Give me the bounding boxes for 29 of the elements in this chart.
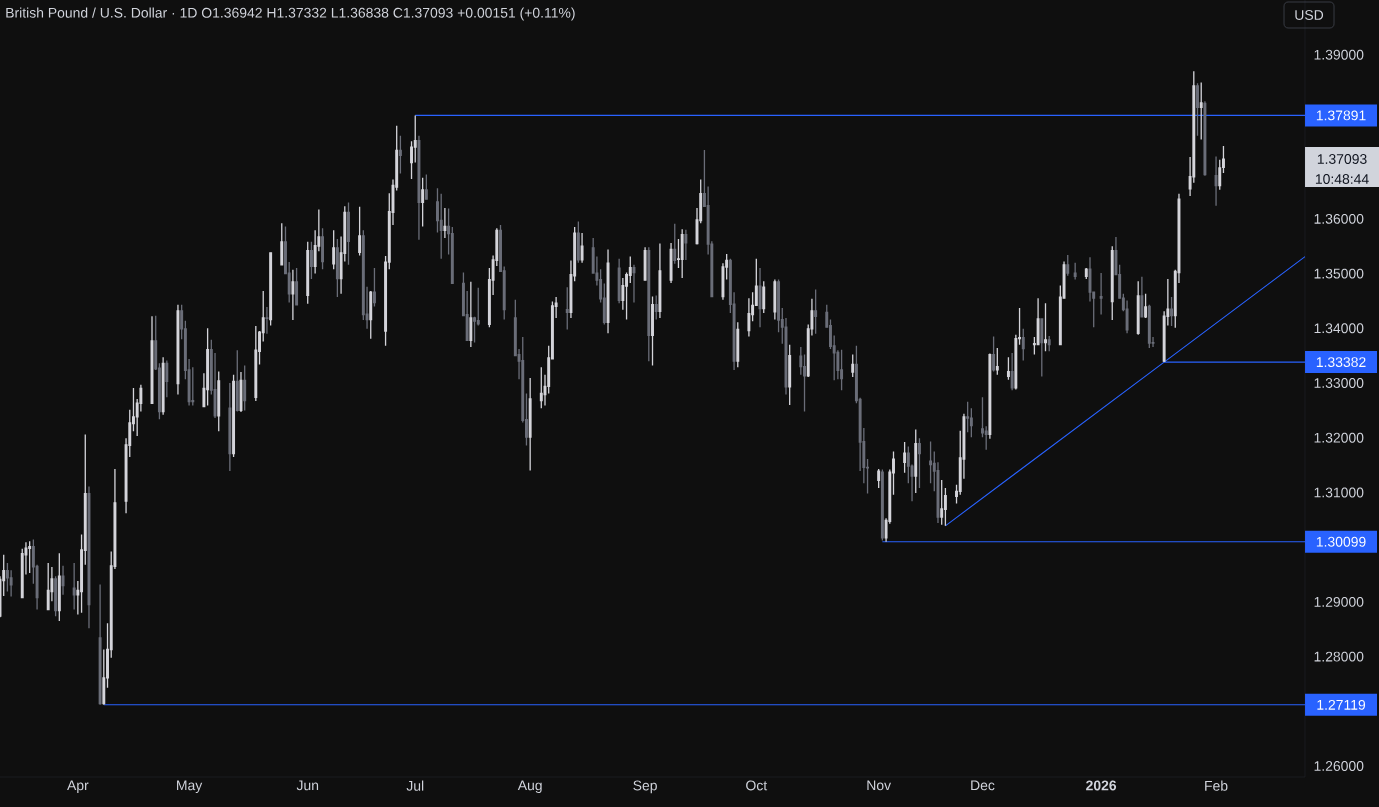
y-tick-label: 1.29000 [1314, 596, 1364, 607]
y-tick-label: 1.34000 [1314, 323, 1364, 334]
x-tick-label: Jul [406, 780, 424, 791]
text: British Pound / U.S. Dollar · 1D O1.36942 H1.37332 L1.36838 C1.37093 +0.00151 (+0.11%) [6, 7, 575, 21]
x-tick-label: Oct [746, 780, 768, 791]
text: 10:48:44 [1315, 174, 1369, 184]
x-tick-label: Sep [633, 780, 657, 794]
y-tick-label: 1.35000 [1314, 268, 1364, 279]
y-tick-label: 1.33000 [1314, 378, 1364, 388]
x-tick-label: Jun [296, 780, 319, 791]
x-tick-label: Dec [971, 780, 995, 791]
text: 1.37093 [1317, 154, 1367, 164]
y-tick-label: 1.28000 [1314, 651, 1364, 662]
y-tick-label: 1.31000 [1314, 487, 1364, 498]
data-label: 1.27119 [1317, 699, 1366, 710]
x-tick-label: Aug [517, 780, 542, 794]
x-tick-label: 2026 [1086, 780, 1117, 791]
x-tick-label: Feb [1205, 780, 1228, 791]
x-tick-label: Apr [67, 780, 89, 794]
data-label: 1.30099 [1316, 536, 1366, 547]
y-tick-label: 1.39000 [1314, 49, 1364, 60]
data-label: 1.37891 [1316, 110, 1366, 121]
y-tick-label: 1.32000 [1314, 432, 1364, 443]
y-tick-label: 1.36000 [1314, 213, 1364, 224]
x-tick-label: Nov [867, 780, 892, 791]
y-axis-title: USD [1295, 10, 1324, 20]
data-label: 1.33382 [1316, 357, 1366, 368]
x-tick-label: May [177, 780, 203, 794]
y-tick-label: 1.26000 [1314, 761, 1364, 771]
